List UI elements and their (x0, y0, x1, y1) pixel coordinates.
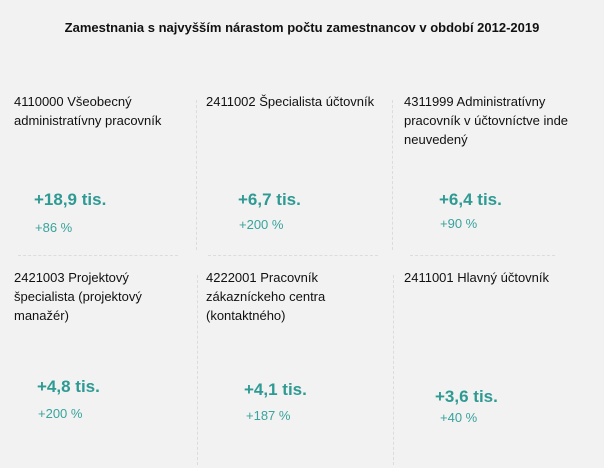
card-label: 2421003 Projektový špecialista (projekto… (14, 270, 142, 323)
divider (392, 100, 393, 250)
card-value: +6,4 tis. (439, 190, 502, 209)
card-label: 2411002 Špecialista účtovník (206, 94, 375, 109)
card-value: +4,8 tis. (37, 377, 100, 396)
card-value: +4,1 tis. (244, 380, 307, 399)
card-value: +18,9 tis. (34, 190, 107, 209)
page-title: Zamestnania s najvyšším nárastom počtu z… (64, 20, 540, 35)
divider (393, 275, 394, 465)
divider (208, 255, 378, 256)
divider (196, 100, 197, 250)
card-percent: +90 % (440, 216, 478, 231)
card-value: +3,6 tis. (435, 387, 498, 406)
card-percent: +200 % (38, 406, 83, 421)
card-percent: +86 % (35, 220, 73, 235)
card-percent: +40 % (440, 410, 478, 425)
card-percent: +187 % (246, 408, 291, 423)
divider (197, 275, 198, 465)
card-label: 4222001 Pracovník zákazníckeho centra (k… (206, 270, 326, 323)
card-label: 2411001 Hlavný účtovník (404, 270, 550, 285)
card-percent: +200 % (239, 217, 284, 232)
divider (18, 255, 178, 256)
divider (410, 255, 555, 256)
card-value: +6,7 tis. (238, 190, 301, 209)
card-label: 4110000 Všeobecný administratívny pracov… (14, 94, 162, 128)
card-label: 4311999 Administratívny pracovník v účto… (404, 94, 569, 147)
